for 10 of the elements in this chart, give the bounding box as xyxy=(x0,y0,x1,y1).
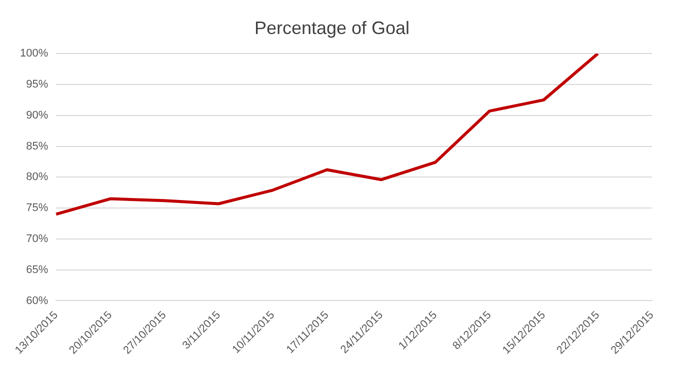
y-tick-label: 90% xyxy=(26,109,48,122)
y-tick-label: 80% xyxy=(26,171,48,184)
y-tick-label: 100% xyxy=(20,48,48,60)
y-tick-label: 60% xyxy=(26,294,48,307)
chart-title: Percentage of Goal xyxy=(254,18,410,38)
y-tick-label: 70% xyxy=(26,232,48,245)
y-tick-label: 75% xyxy=(26,202,48,214)
y-tick-label: 65% xyxy=(26,264,48,276)
y-tick-label: 95% xyxy=(26,78,48,91)
y-tick-label: 85% xyxy=(26,140,48,152)
